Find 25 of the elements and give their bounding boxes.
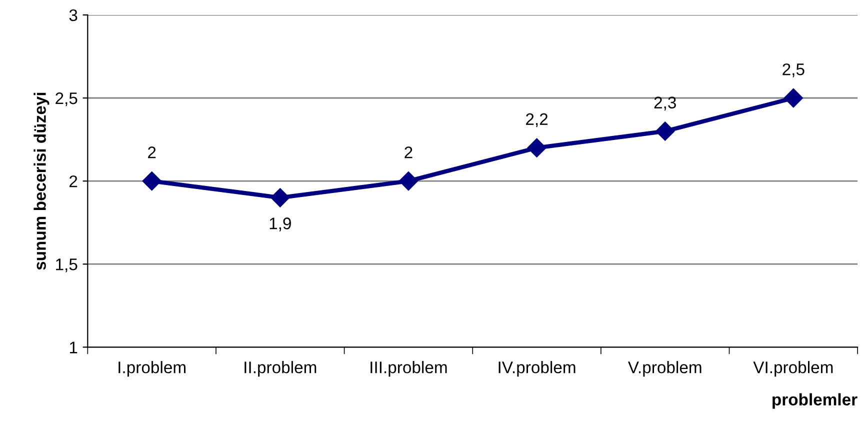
data-label: 2 — [148, 146, 156, 158]
point — [784, 88, 803, 108]
point — [398, 172, 418, 191]
data-label: 2,2 — [526, 113, 548, 128]
y-tick-label: 2 — [70, 175, 78, 188]
x-tick-label: II.problem — [244, 361, 316, 377]
x-tick-label: VI.problem — [753, 361, 833, 377]
x-tick-label: V.problem — [628, 361, 702, 377]
y-tick-label: 2,5 — [56, 92, 78, 106]
data-label: 1,9 — [270, 218, 291, 232]
y-tick-label: 1,5 — [56, 258, 78, 272]
y-tick-label: 3 — [69, 9, 78, 22]
point — [142, 172, 162, 191]
point — [270, 188, 290, 208]
data-label: 2,3 — [654, 96, 676, 110]
point — [656, 122, 675, 141]
y-tick-label: 1 — [70, 342, 78, 354]
x-axis-title: problemler — [772, 393, 858, 409]
x-tick-label: III.problem — [370, 361, 447, 377]
y-axis-title: sunum becerisi düzeyi — [34, 92, 50, 270]
data-label: 2,5 — [782, 63, 804, 78]
x-tick-label: IV.problem — [498, 361, 576, 377]
x-tick-label: I.problem — [118, 361, 186, 377]
data-label: 2 — [404, 146, 412, 158]
point — [527, 138, 546, 158]
